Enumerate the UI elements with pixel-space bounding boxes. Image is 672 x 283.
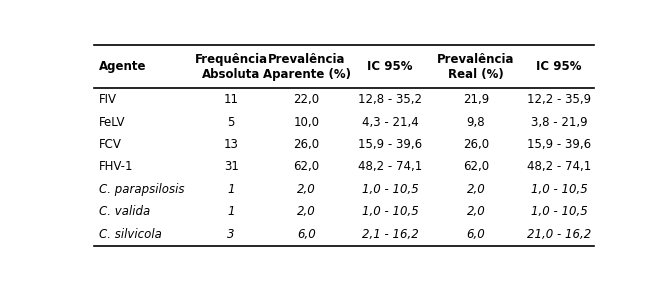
Text: 2,0: 2,0 [297, 183, 316, 196]
Text: 15,9 - 39,6: 15,9 - 39,6 [358, 138, 422, 151]
Text: 10,0: 10,0 [294, 115, 320, 128]
Text: 26,0: 26,0 [463, 138, 489, 151]
Text: 2,0: 2,0 [466, 205, 485, 218]
Text: Frequência
Absoluta: Frequência Absoluta [195, 53, 267, 81]
Text: FHV-1: FHV-1 [99, 160, 133, 173]
Text: 31: 31 [224, 160, 239, 173]
Text: 6,0: 6,0 [297, 228, 316, 241]
Text: 2,0: 2,0 [466, 183, 485, 196]
Text: 1,0 - 10,5: 1,0 - 10,5 [531, 205, 587, 218]
Text: IC 95%: IC 95% [367, 60, 413, 73]
Text: 13: 13 [224, 138, 239, 151]
Text: 48,2 - 74,1: 48,2 - 74,1 [358, 160, 422, 173]
Text: 15,9 - 39,6: 15,9 - 39,6 [527, 138, 591, 151]
Text: 3: 3 [227, 228, 235, 241]
Text: 11: 11 [224, 93, 239, 106]
Text: 21,9: 21,9 [463, 93, 489, 106]
Text: 5: 5 [227, 115, 235, 128]
Text: 1,0 - 10,5: 1,0 - 10,5 [362, 205, 419, 218]
Text: 21,0 - 16,2: 21,0 - 16,2 [527, 228, 591, 241]
Text: 26,0: 26,0 [294, 138, 320, 151]
Text: C. parapsilosis: C. parapsilosis [99, 183, 184, 196]
Text: 6,0: 6,0 [466, 228, 485, 241]
Text: 2,0: 2,0 [297, 205, 316, 218]
Text: FeLV: FeLV [99, 115, 125, 128]
Text: 9,8: 9,8 [466, 115, 485, 128]
Text: 4,3 - 21,4: 4,3 - 21,4 [362, 115, 419, 128]
Text: 1: 1 [227, 183, 235, 196]
Text: 62,0: 62,0 [463, 160, 489, 173]
Text: 12,8 - 35,2: 12,8 - 35,2 [358, 93, 422, 106]
Text: IC 95%: IC 95% [536, 60, 582, 73]
Text: 1,0 - 10,5: 1,0 - 10,5 [531, 183, 587, 196]
Text: Prevalência
Aparente (%): Prevalência Aparente (%) [263, 53, 351, 81]
Text: 3,8 - 21,9: 3,8 - 21,9 [531, 115, 587, 128]
Text: C. valida: C. valida [99, 205, 150, 218]
Text: Prevalência
Real (%): Prevalência Real (%) [437, 53, 515, 81]
Text: 1: 1 [227, 205, 235, 218]
Text: C. silvicola: C. silvicola [99, 228, 161, 241]
Text: 2,1 - 16,2: 2,1 - 16,2 [362, 228, 419, 241]
Text: FIV: FIV [99, 93, 116, 106]
Text: 1,0 - 10,5: 1,0 - 10,5 [362, 183, 419, 196]
Text: 22,0: 22,0 [294, 93, 320, 106]
Text: 62,0: 62,0 [294, 160, 320, 173]
Text: Agente: Agente [99, 60, 146, 73]
Text: FCV: FCV [99, 138, 122, 151]
Text: 48,2 - 74,1: 48,2 - 74,1 [527, 160, 591, 173]
Text: 12,2 - 35,9: 12,2 - 35,9 [527, 93, 591, 106]
